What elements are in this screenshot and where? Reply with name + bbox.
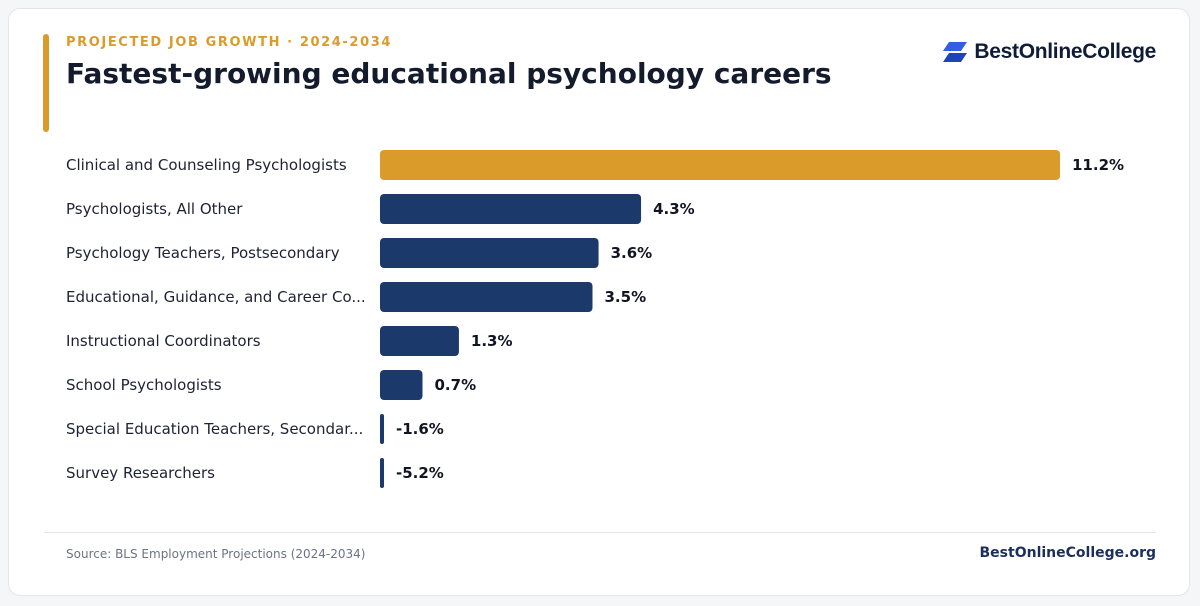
bar xyxy=(380,326,459,356)
value-label: 0.7% xyxy=(435,376,477,394)
eyebrow-label: PROJECTED JOB GROWTH · 2024-2034 xyxy=(66,35,393,50)
header-accent-bar xyxy=(43,34,49,132)
bar xyxy=(380,370,423,400)
bar xyxy=(380,238,599,268)
value-label: -1.6% xyxy=(396,420,444,438)
value-label: 1.3% xyxy=(471,332,513,350)
category-label: Educational, Guidance, and Career Co... xyxy=(66,288,366,306)
category-label: Psychologists, All Other xyxy=(66,200,243,218)
category-label: Survey Researchers xyxy=(66,464,215,482)
brand-logo[interactable]: BestOnlineCollege xyxy=(942,40,1156,64)
bar xyxy=(380,194,642,224)
value-label: 3.5% xyxy=(605,288,647,306)
footer-divider xyxy=(44,532,1156,533)
chart-title: Fastest-growing educational psychology c… xyxy=(66,57,832,90)
category-label: Instructional Coordinators xyxy=(66,332,261,350)
logo-text: BestOnlineCollege xyxy=(974,40,1156,63)
bar xyxy=(380,458,384,488)
value-label: -5.2% xyxy=(396,464,444,482)
bar xyxy=(380,282,593,312)
value-label: 11.2% xyxy=(1072,156,1124,174)
stacked-parallelogram-logo-icon xyxy=(943,42,968,62)
bar xyxy=(380,150,1060,180)
value-label: 4.3% xyxy=(653,200,695,218)
category-label: School Psychologists xyxy=(66,376,222,394)
category-label: Psychology Teachers, Postsecondary xyxy=(66,244,340,262)
bar xyxy=(380,414,384,444)
category-label: Clinical and Counseling Psychologists xyxy=(66,156,347,174)
source-note: Source: BLS Employment Projections (2024… xyxy=(66,547,366,561)
value-label: 3.6% xyxy=(611,244,653,262)
footer-brand-link[interactable]: BestOnlineCollege.org xyxy=(979,545,1156,561)
chart-card xyxy=(8,8,1190,596)
category-label: Special Education Teachers, Secondar... xyxy=(66,420,363,438)
